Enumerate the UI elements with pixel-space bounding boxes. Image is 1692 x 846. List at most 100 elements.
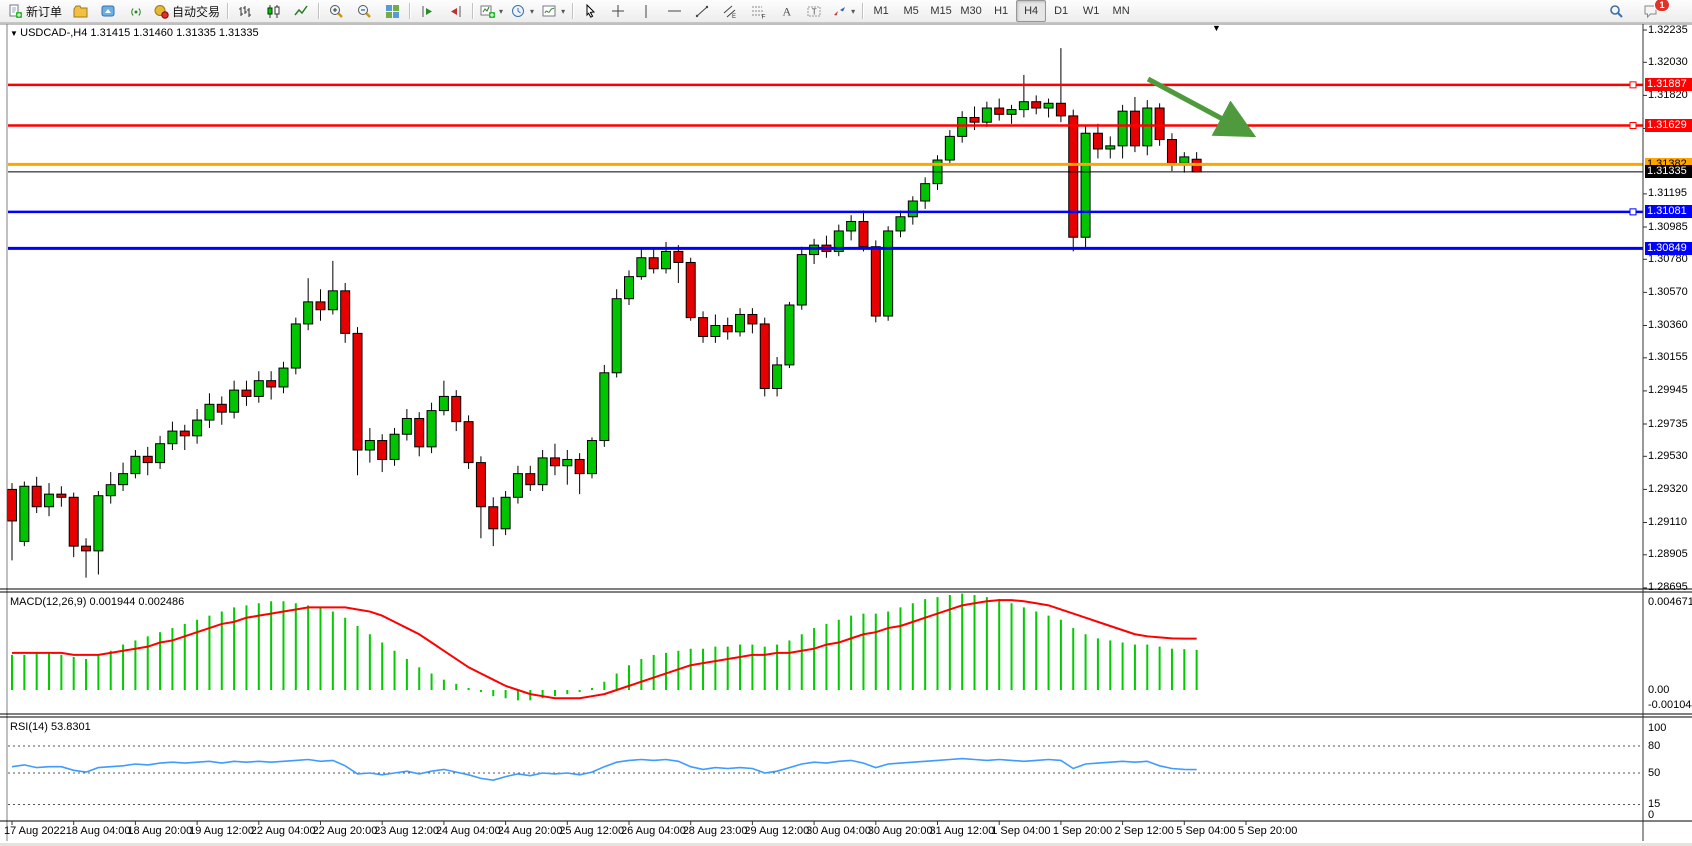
candle-body[interactable] [981,107,992,123]
candle-body[interactable] [846,220,857,232]
candle-body[interactable] [1142,107,1153,147]
crosshair-button[interactable] [604,0,632,22]
candle-body[interactable] [315,301,326,311]
candle-body[interactable] [253,380,264,397]
candle-body[interactable] [1080,132,1091,238]
candle-body[interactable] [907,200,918,218]
trend-arrow-annotation[interactable] [1146,76,1257,138]
timeframe-button-m30[interactable]: M30 [960,5,982,17]
candle-body[interactable] [1068,115,1079,238]
indicators-dropdown[interactable]: ▾ [538,0,569,22]
candle-body[interactable] [340,290,351,334]
candle-body[interactable] [414,417,425,448]
candle-body[interactable] [327,290,338,311]
candlestick-button[interactable] [259,0,287,22]
candle-body[interactable] [44,493,55,508]
candle-body[interactable] [796,254,807,306]
candle-body[interactable] [463,421,474,464]
candle-body[interactable] [377,440,388,460]
text-label-button[interactable]: T [800,0,828,22]
candle-body[interactable] [1166,139,1177,164]
candle-body[interactable] [833,230,844,252]
candle-body[interactable] [81,545,92,552]
candle-body[interactable] [870,246,881,317]
candle-body[interactable] [969,116,980,123]
candle-body[interactable] [722,325,733,333]
candle-body[interactable] [1092,132,1103,150]
timeframe-button-d1[interactable]: D1 [1054,5,1069,17]
candle-body[interactable] [661,250,672,270]
candle-body[interactable] [31,485,42,508]
candle-body[interactable] [475,462,486,508]
candle-body[interactable] [759,323,770,390]
candle-body[interactable] [192,419,203,437]
candle-body[interactable] [1018,101,1029,111]
candle-body[interactable] [648,257,659,270]
candle-body[interactable] [56,493,67,498]
candle-body[interactable] [685,261,696,319]
timeframe-button-h1[interactable]: H1 [994,5,1009,17]
candle-body[interactable] [1105,145,1116,150]
equidistant-channel-button[interactable]: E [716,0,744,22]
candle-body[interactable] [512,473,523,498]
line-chart-button[interactable] [287,0,315,22]
symbol-dropdown-icon[interactable]: ▼ [10,29,21,38]
candle-body[interactable] [1006,109,1017,115]
candle-body[interactable] [920,183,931,202]
candle-body[interactable] [389,433,400,460]
candle-body[interactable] [426,410,437,448]
timeframe-button-h4[interactable]: H4 [1016,0,1047,22]
candle-body[interactable] [93,495,104,552]
new-order-button[interactable]: 新订单 [4,0,66,22]
vertical-line-button[interactable] [632,0,660,22]
candle-body[interactable] [278,367,289,388]
new-chart-dropdown[interactable]: ▾ [476,0,507,22]
chart-shift-button[interactable] [441,0,469,22]
candle-body[interactable] [1043,102,1054,109]
tile-windows-button[interactable] [378,0,406,22]
candle-body[interactable] [7,488,17,522]
timeframe-button-m15[interactable]: M15 [930,5,952,17]
candle-body[interactable] [636,257,647,278]
candle-body[interactable] [549,457,560,467]
signals-button[interactable] [122,0,150,22]
candle-body[interactable] [537,457,548,486]
candle-body[interactable] [562,458,573,467]
auto-trading-button[interactable]: 自动交易 [150,0,224,22]
zoom-out-button[interactable] [350,0,378,22]
candle-body[interactable] [118,473,129,486]
line-handle[interactable] [1629,81,1637,89]
bar-chart-button[interactable] [231,0,259,22]
text-button[interactable]: A [772,0,800,22]
candle-body[interactable] [883,230,894,317]
candle-body[interactable] [451,395,462,423]
candle-body[interactable] [1117,110,1128,147]
cursor-button[interactable] [576,0,604,22]
horizontal-line-button[interactable] [660,0,688,22]
candle-body[interactable] [586,440,597,475]
candle-body[interactable] [599,372,610,442]
candle-body[interactable] [710,325,721,338]
candle-body[interactable] [167,430,178,445]
candle-body[interactable] [772,364,783,390]
timeframe-button-m1[interactable]: M1 [873,5,889,17]
candle-body[interactable] [673,250,684,263]
line-handle[interactable] [1629,208,1637,216]
candle-body[interactable] [401,417,412,435]
search-button[interactable] [1602,0,1630,22]
publish-button[interactable] [94,0,122,22]
candle-body[interactable] [895,216,906,232]
candle-body[interactable] [68,496,79,547]
candle-body[interactable] [1129,110,1140,147]
candle-body[interactable] [142,455,153,464]
candle-body[interactable] [438,395,449,412]
trendline-button[interactable] [688,0,716,22]
candle-body[interactable] [500,496,511,530]
candle-body[interactable] [105,484,116,497]
candle-body[interactable] [155,443,166,464]
candle-body[interactable] [1055,102,1066,117]
candle-body[interactable] [624,276,634,300]
candle-body[interactable] [957,116,968,137]
candle-body[interactable] [784,304,795,366]
